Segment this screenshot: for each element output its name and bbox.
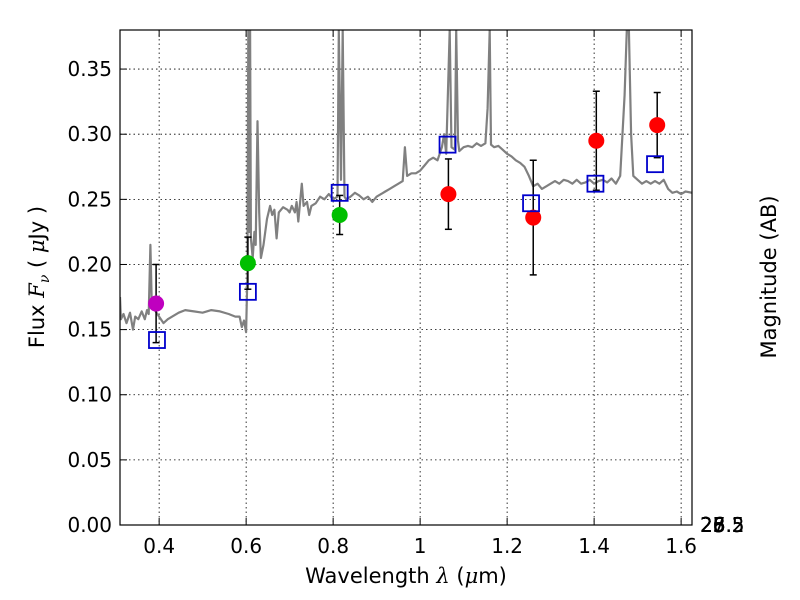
observed-point bbox=[525, 209, 542, 226]
y-tick-label: 0.05 bbox=[67, 448, 112, 472]
y-axis-label-mu: μ bbox=[25, 239, 49, 253]
y-tick-label: 0.10 bbox=[67, 383, 112, 407]
observed-point bbox=[239, 255, 256, 272]
y2-axis-label: Magnitude (AB) bbox=[757, 195, 781, 358]
observed-point bbox=[148, 295, 165, 312]
y-tick-label: 0.00 bbox=[67, 513, 112, 537]
y-tick-label: 0.25 bbox=[67, 187, 112, 211]
model-photometry-point bbox=[586, 174, 605, 193]
observed-point bbox=[331, 206, 348, 223]
plot-background bbox=[120, 30, 692, 525]
y2-tick-label: 25.2 bbox=[700, 513, 745, 537]
ticks: 0.4 0.6 0.8 1 1.2 1.4 1.6 0.00 0.05 0.10 0.15 0.20 0… bbox=[67, 30, 745, 558]
y-axis-label: Flux Fν ( μJy ) bbox=[25, 206, 53, 348]
model-photometry-point bbox=[148, 331, 166, 349]
model-photometry-point bbox=[438, 135, 457, 154]
y-tick-label: 0.15 bbox=[67, 318, 112, 342]
x-tick-label: 1.2 bbox=[491, 534, 523, 558]
x-axis-label-open: ( bbox=[450, 564, 465, 588]
y2-tick-label: 26 bbox=[700, 513, 725, 537]
markers bbox=[148, 90, 666, 349]
x-axis-label-prefix: Wavelength bbox=[305, 564, 436, 588]
observed-point bbox=[649, 117, 666, 134]
x-axis-label: Wavelength λ (μm) bbox=[305, 564, 507, 588]
x-tick-label: 1.6 bbox=[665, 534, 697, 558]
y2-tick-label: 25 bbox=[700, 513, 725, 537]
y-axis-label-prefix: Flux bbox=[25, 298, 49, 348]
x-tick-label: 0.8 bbox=[317, 534, 349, 558]
x-axis-label-symbol: λ bbox=[435, 564, 449, 588]
y2-tick-label: 25.5 bbox=[700, 513, 745, 537]
grid bbox=[120, 30, 692, 526]
data-layer bbox=[120, 30, 692, 334]
model-spectrum-line bbox=[120, 30, 692, 334]
y-tick-label: 0.30 bbox=[67, 122, 112, 146]
y-tick-label: 0.20 bbox=[67, 252, 112, 276]
x-tick-label: 0.6 bbox=[230, 534, 262, 558]
y-axis-label-subscript: ν bbox=[37, 274, 53, 283]
y-axis-label-close: ) bbox=[25, 206, 49, 221]
x-axis-label-unit: m) bbox=[478, 564, 507, 588]
x-axis-label-mu: μ bbox=[465, 564, 479, 588]
x-tick-label: 1.4 bbox=[578, 534, 610, 558]
model-photometry-point bbox=[238, 282, 257, 301]
y-axis-label-unit: Jy bbox=[25, 221, 49, 242]
y-tick-label: 0.35 bbox=[67, 57, 112, 81]
y-axis-label-symbol: F bbox=[25, 282, 49, 299]
x-tick-label: 0.4 bbox=[143, 534, 175, 558]
model-photometry-point bbox=[646, 155, 664, 174]
observed-point bbox=[588, 132, 605, 149]
y2-tick-label: 26.5 bbox=[700, 513, 745, 537]
model-photometry-point bbox=[330, 183, 349, 202]
y-axis-label-open: ( bbox=[25, 253, 49, 275]
model-photometry-point bbox=[522, 194, 540, 213]
plot-frame bbox=[119, 29, 693, 526]
y2-tick-label: 27 bbox=[700, 513, 725, 537]
x-tick-label: 1 bbox=[414, 534, 427, 558]
observed-point bbox=[440, 186, 457, 203]
y2-tick-label: 28 bbox=[700, 513, 725, 537]
